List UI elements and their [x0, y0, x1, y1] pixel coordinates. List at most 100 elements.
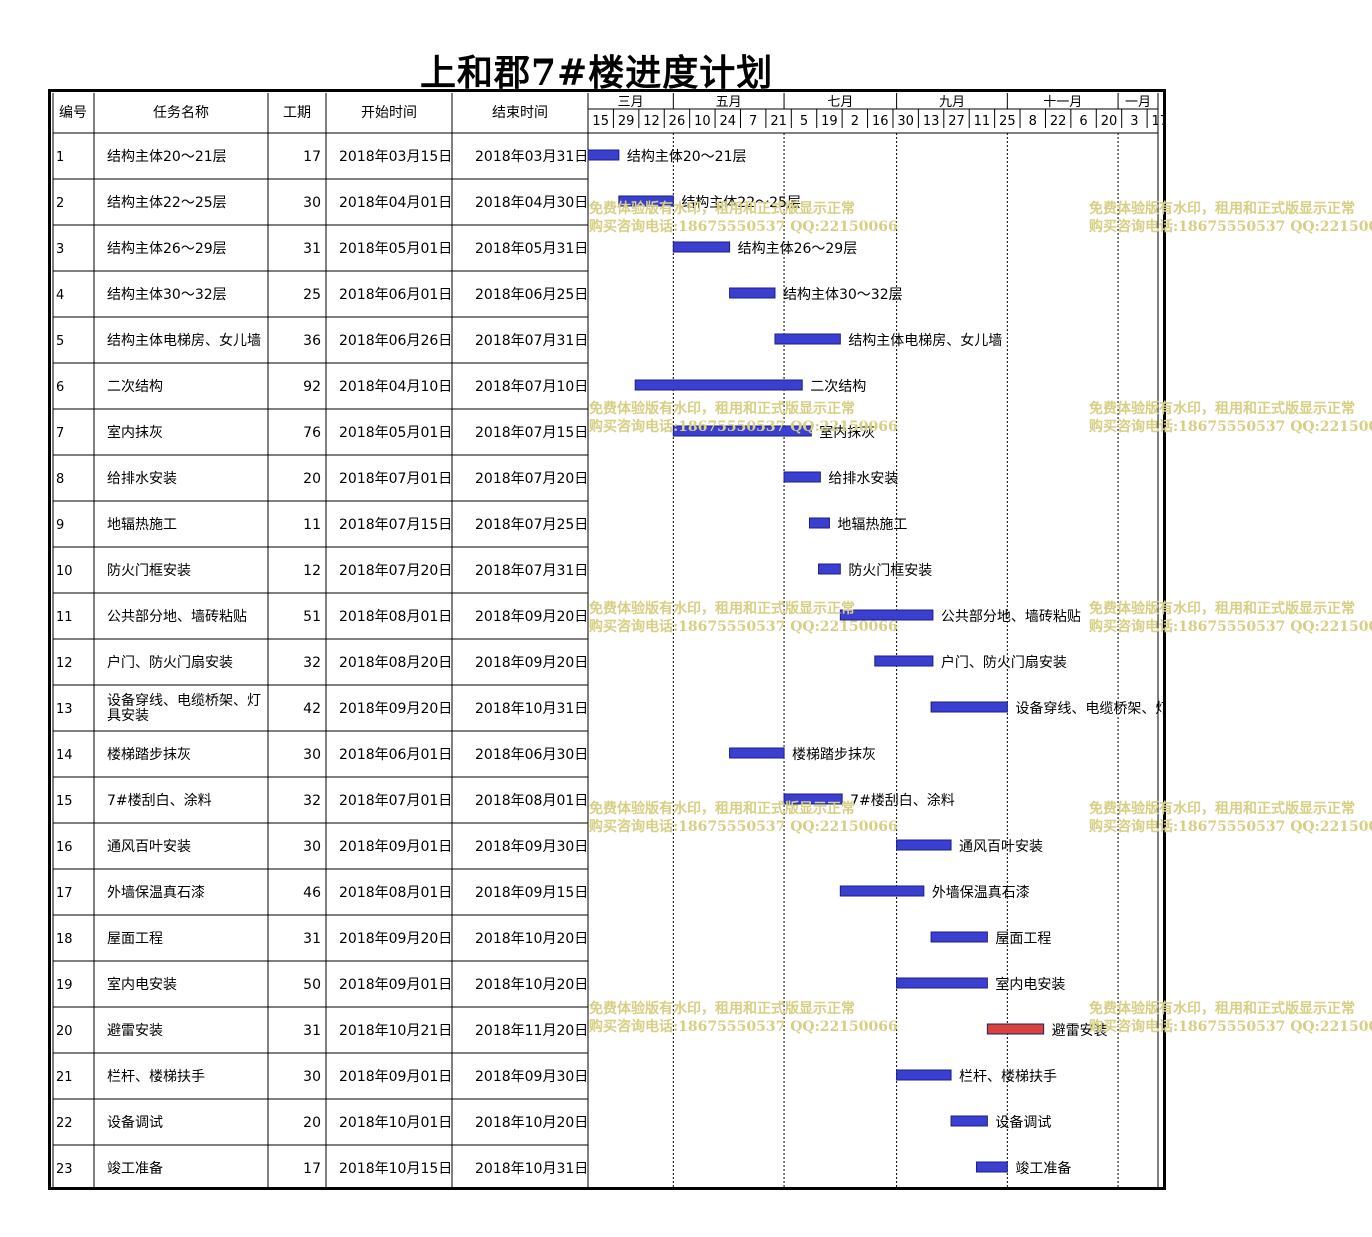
- task-name: 防火门框安装: [107, 563, 191, 579]
- task-duration: 25: [303, 287, 321, 303]
- task-name: 结构主体26～29层: [107, 241, 227, 257]
- column-end-header: 结束时间: [492, 105, 548, 121]
- task-name: 竣工准备: [107, 1160, 163, 1177]
- task-start: 2018年05月01日: [339, 241, 452, 257]
- task-bar: [930, 931, 988, 943]
- task-name: 二次结构: [107, 379, 163, 395]
- task-bar-label: 户门、防火门扇安装: [941, 654, 1067, 671]
- week-label: 5: [800, 114, 808, 129]
- task-duration: 31: [303, 1023, 321, 1039]
- task-bar-label: 结构主体30～32层: [783, 287, 903, 303]
- task-id: 15: [56, 794, 73, 809]
- week-label: 15: [592, 114, 609, 129]
- task-bar-label: 结构主体20～21层: [627, 149, 747, 165]
- task-bar: [950, 1115, 988, 1127]
- task-end: 2018年07月15日: [475, 425, 588, 441]
- task-duration: 20: [303, 471, 321, 487]
- week-label: 10: [694, 114, 711, 129]
- task-start: 2018年09月20日: [339, 931, 452, 947]
- task-end: 2018年05月31日: [475, 241, 588, 257]
- task-start: 2018年09月01日: [339, 977, 452, 993]
- week-label: 26: [669, 114, 686, 129]
- task-end: 2018年08月01日: [475, 793, 588, 809]
- task-bar: [896, 839, 952, 851]
- task-bar: [975, 1161, 1008, 1173]
- task-end: 2018年09月20日: [475, 609, 588, 625]
- task-end: 2018年06月30日: [475, 747, 588, 763]
- week-label: 17: [1152, 114, 1166, 129]
- task-duration: 92: [303, 379, 321, 395]
- task-start: 2018年10月01日: [339, 1115, 452, 1131]
- task-end: 2018年06月25日: [475, 287, 588, 303]
- task-start: 2018年09月01日: [339, 839, 452, 855]
- task-start: 2018年04月10日: [339, 379, 452, 395]
- week-label: 12: [643, 114, 660, 129]
- week-label: 29: [618, 114, 635, 129]
- task-end: 2018年10月20日: [475, 1115, 588, 1131]
- task-end: 2018年07月31日: [475, 333, 588, 349]
- column-name-header: 任务名称: [153, 105, 209, 121]
- week-label: 25: [999, 114, 1016, 129]
- task-id: 22: [56, 1116, 73, 1131]
- task-name: 给排水安装: [107, 471, 177, 487]
- task-bar: [839, 885, 925, 897]
- task-duration: 76: [303, 425, 321, 441]
- task-name: 栏杆、楼梯扶手: [107, 1069, 205, 1085]
- task-id: 16: [56, 840, 73, 855]
- task-end: 2018年10月20日: [475, 977, 588, 993]
- task-end: 2018年09月15日: [475, 885, 588, 901]
- week-label: 8: [1029, 114, 1037, 129]
- task-name: 屋面工程: [107, 931, 163, 947]
- task-name: 通风百叶安装: [107, 839, 191, 855]
- task-end: 2018年10月31日: [475, 701, 588, 717]
- chart-frame: [48, 89, 1166, 1190]
- week-label: 7: [749, 114, 757, 129]
- task-start: 2018年06月01日: [339, 747, 452, 763]
- task-duration: 12: [303, 563, 321, 579]
- task-bar: [783, 471, 821, 483]
- task-bar: [896, 1069, 952, 1081]
- task-duration: 46: [303, 885, 321, 901]
- task-end: 2018年07月10日: [475, 379, 588, 395]
- task-bar-label: 结构主体26～29层: [738, 241, 858, 257]
- week-label: 20: [1101, 114, 1118, 129]
- task-name: 结构主体22～25层: [107, 195, 227, 211]
- task-end: 2018年07月25日: [475, 517, 588, 533]
- month-label: 五月: [716, 95, 742, 110]
- task-start: 2018年09月20日: [339, 701, 452, 717]
- task-id: 23: [56, 1162, 73, 1177]
- task-end: 2018年07月20日: [475, 471, 588, 487]
- task-end: 2018年03月31日: [475, 149, 588, 165]
- month-label: 三月: [618, 95, 644, 110]
- task-duration: 36: [303, 333, 321, 349]
- task-name: 户门、防火门扇安装: [107, 654, 233, 671]
- task-duration: 17: [303, 149, 321, 165]
- task-bar: [634, 379, 803, 391]
- task-bar: [930, 701, 1008, 713]
- task-duration: 30: [303, 839, 321, 855]
- task-id: 10: [56, 564, 73, 579]
- task-bar-label: 地辐热施工: [837, 517, 907, 533]
- task-duration: 42: [303, 701, 321, 717]
- task-start: 2018年06月01日: [339, 287, 452, 303]
- task-bar: [618, 195, 674, 207]
- task-bar-label: 外墙保温真石漆: [932, 885, 1030, 901]
- task-duration: 17: [303, 1161, 321, 1177]
- task-end: 2018年09月20日: [475, 655, 588, 671]
- task-bar: [839, 609, 934, 621]
- task-bar: [672, 425, 812, 437]
- task-start: 2018年06月26日: [339, 333, 452, 349]
- task-bar: [874, 655, 934, 667]
- task-id: 11: [56, 610, 73, 625]
- task-start: 2018年08月20日: [339, 655, 452, 671]
- task-duration: 30: [303, 195, 321, 211]
- task-duration: 30: [303, 1069, 321, 1085]
- task-end: 2018年09月30日: [475, 1069, 588, 1085]
- task-id: 21: [56, 1070, 73, 1085]
- month-label: 七月: [827, 95, 853, 110]
- month-label: 一月: [1125, 95, 1151, 110]
- task-bar: [808, 517, 830, 529]
- task-end: 2018年11月20日: [475, 1023, 588, 1039]
- week-label: 19: [821, 114, 838, 129]
- task-start: 2018年04月01日: [339, 195, 452, 211]
